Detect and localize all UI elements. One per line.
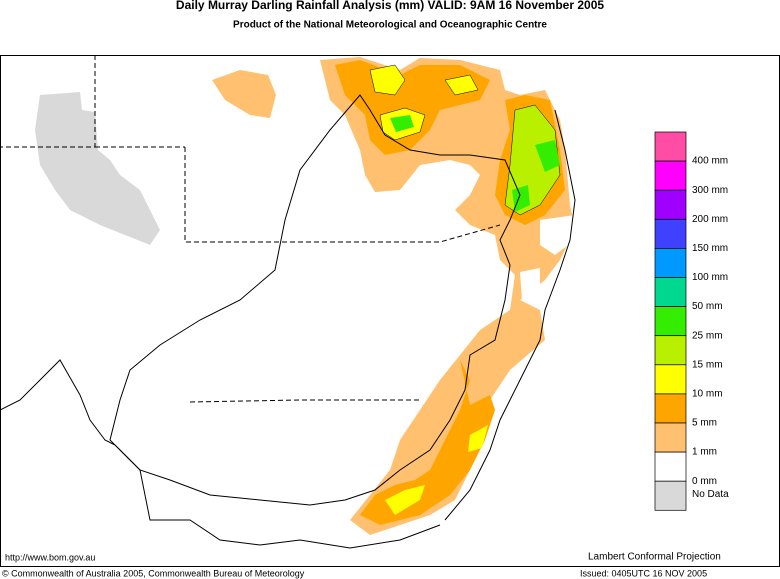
- rain-area: [390, 115, 414, 132]
- legend-label: 5 mm: [692, 418, 717, 429]
- legend-swatch: [654, 189, 687, 220]
- legend-swatch: [654, 422, 687, 453]
- legend-label: 300 mm: [692, 185, 728, 196]
- legend-swatch: [654, 160, 687, 191]
- projection: Lambert Conformal Projection: [588, 552, 721, 563]
- legend-label: 400 mm: [692, 156, 728, 167]
- legend-label: 50 mm: [692, 301, 723, 312]
- no-data-area: [35, 92, 160, 245]
- rain-area: [212, 70, 276, 118]
- legend: 400 mm 300 mm 200 mm 150 mm 100 mm 50 mm 25 mm…: [654, 131, 729, 511]
- rain-area: [385, 485, 425, 515]
- legend-swatch: [654, 451, 687, 482]
- legend-label: 150 mm: [692, 243, 728, 254]
- legend-label: 200 mm: [692, 214, 728, 225]
- url: http://www.bom.gov.au: [5, 552, 95, 562]
- legend-label: 25 mm: [692, 330, 723, 341]
- legend-swatch: [654, 131, 687, 162]
- legend-label: 1 mm: [692, 447, 717, 458]
- rain-area: [504, 104, 561, 216]
- legend-swatch: [654, 218, 687, 249]
- legend-label: 0 mm: [692, 476, 717, 487]
- legend-swatch: [654, 335, 687, 366]
- legend-swatch: [654, 480, 687, 511]
- rain-area: [360, 360, 495, 525]
- legend-swatch: [654, 306, 687, 337]
- rain-area: [535, 140, 560, 172]
- legend-swatch: [654, 248, 687, 278]
- rain-area: [512, 185, 530, 212]
- title: Daily Murray Darling Rainfall Analysis (…: [176, 0, 604, 12]
- rain-area: [540, 215, 575, 255]
- rain-area: [444, 74, 479, 96]
- legend-swatch: [654, 277, 687, 307]
- map: [0, 55, 576, 549]
- legend-swatch: [654, 393, 687, 424]
- copyright: © Commonwealth of Australia 2005, Common…: [2, 568, 305, 578]
- subtitle: Product of the National Meteorological a…: [233, 20, 547, 31]
- legend-label: 100 mm: [692, 272, 728, 283]
- legend-label: No Data: [692, 489, 729, 500]
- legend-label: 15 mm: [692, 359, 723, 370]
- rain-area: [369, 64, 406, 96]
- issued: Issued: 0405UTC 16 NOV 2005: [580, 568, 707, 578]
- legend-label: 10 mm: [692, 389, 723, 400]
- rain-area: [468, 425, 488, 452]
- legend-swatch: [654, 364, 687, 395]
- rain-area: [520, 268, 540, 300]
